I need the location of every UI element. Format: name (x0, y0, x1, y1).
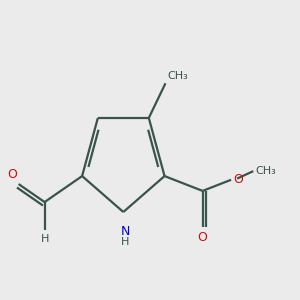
Text: N: N (120, 225, 130, 238)
Text: O: O (233, 173, 243, 186)
Text: CH₃: CH₃ (255, 166, 276, 176)
Text: O: O (198, 231, 208, 244)
Text: H: H (40, 234, 49, 244)
Text: O: O (7, 168, 17, 181)
Text: H: H (121, 237, 129, 247)
Text: CH₃: CH₃ (167, 71, 188, 81)
